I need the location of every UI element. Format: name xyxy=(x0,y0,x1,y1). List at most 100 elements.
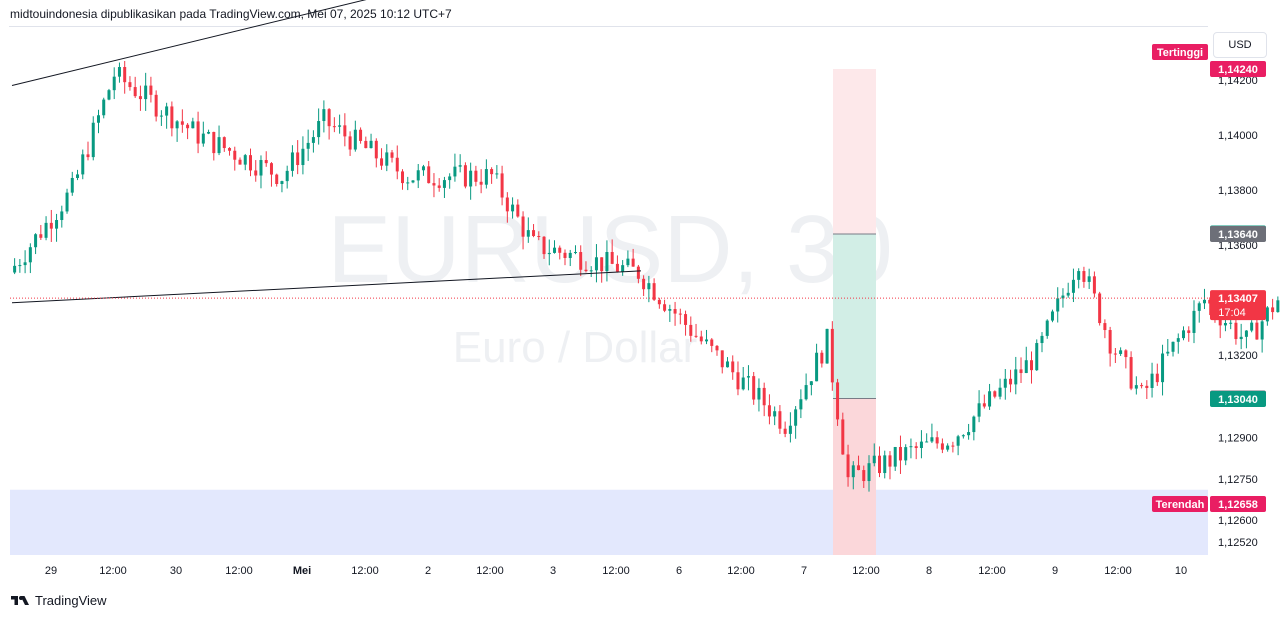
candle-body xyxy=(285,170,289,182)
bar-countdown: 17:04 xyxy=(1218,307,1246,319)
candle-body xyxy=(128,82,132,88)
candle-body xyxy=(275,174,279,184)
candle-body xyxy=(416,170,420,181)
candle-body xyxy=(741,377,745,390)
candle-body xyxy=(841,419,845,455)
candle-body xyxy=(264,160,268,164)
candle-body xyxy=(1009,378,1013,385)
publisher-header: midtouindonesia dipublikasikan pada Trad… xyxy=(10,7,452,21)
candle-body xyxy=(956,436,960,446)
x-axis-tick-label: 12:00 xyxy=(602,565,630,577)
candle-body xyxy=(437,185,441,188)
candle-body xyxy=(788,425,792,434)
y-axis-tick-label: 1,12600 xyxy=(1218,515,1258,527)
candle-body xyxy=(1087,276,1091,282)
candle-body xyxy=(1077,271,1081,280)
chart-area[interactable] xyxy=(9,26,1208,582)
candle-body xyxy=(626,258,630,266)
candle-body xyxy=(259,160,263,176)
candle-body xyxy=(836,382,840,420)
candle-body xyxy=(96,115,100,123)
candle-body xyxy=(1192,310,1196,333)
candle-body xyxy=(1208,299,1212,304)
candle-body xyxy=(684,314,688,325)
candle-body xyxy=(631,258,635,267)
candle-body xyxy=(322,109,326,122)
candle-body xyxy=(914,446,918,449)
candle-body xyxy=(705,339,709,342)
candle-body xyxy=(1071,279,1075,293)
x-axis-tick-label: 2 xyxy=(425,565,431,577)
candle-body xyxy=(778,411,782,429)
candle-body xyxy=(731,361,735,373)
x-axis-tick-label: 12:00 xyxy=(351,565,379,577)
candle-body xyxy=(1134,385,1138,389)
y-axis-tick-label: 1,13800 xyxy=(1218,185,1258,197)
trendline-2[interactable] xyxy=(11,270,642,304)
target-lower-tag-bg xyxy=(1210,391,1266,407)
candle-body xyxy=(1061,295,1065,299)
highest-price-tag-bg xyxy=(1210,61,1266,77)
candle-body xyxy=(872,455,876,464)
candle-body xyxy=(883,455,887,474)
candle-body xyxy=(390,152,394,158)
candle-body xyxy=(254,170,258,176)
candle-body xyxy=(1166,351,1170,354)
candle-body xyxy=(359,129,363,141)
candle-body xyxy=(411,180,415,183)
candle-body xyxy=(935,437,939,444)
candle-body xyxy=(1103,323,1107,331)
position-target-zone xyxy=(833,234,876,399)
candle-body xyxy=(1030,360,1034,371)
entry-upper-tag-bg xyxy=(1210,226,1266,242)
candle-body xyxy=(553,247,557,253)
candle-body xyxy=(710,339,714,346)
x-axis-tick-label: Mei xyxy=(293,565,311,577)
candle-body xyxy=(463,165,467,187)
candle-body xyxy=(946,445,950,450)
candle-body xyxy=(579,252,583,270)
candle-body xyxy=(201,133,205,144)
candle-body xyxy=(1113,353,1117,355)
candle-body xyxy=(1050,311,1054,321)
candle-body xyxy=(1155,373,1159,383)
candle-body xyxy=(1119,350,1123,354)
candle-body xyxy=(453,166,457,177)
candle-body xyxy=(746,376,750,378)
candle-body xyxy=(1024,360,1028,374)
candle-body xyxy=(830,328,834,383)
candle-body xyxy=(678,313,682,315)
candle-body xyxy=(893,446,897,467)
candle-body xyxy=(532,230,536,236)
candle-body xyxy=(175,121,179,129)
candle-body xyxy=(28,247,32,263)
trendline-1[interactable] xyxy=(11,0,389,86)
tradingview-brand[interactable]: TradingView xyxy=(10,593,107,608)
candle-body xyxy=(521,216,525,237)
watermark-symbol: EURUSD, 30 xyxy=(327,196,893,303)
candle-body xyxy=(207,131,211,134)
candle-body xyxy=(1082,271,1086,282)
candle-body xyxy=(1229,322,1233,324)
candle-body xyxy=(76,174,80,178)
candle-body xyxy=(1250,322,1254,331)
candle-body xyxy=(91,122,95,158)
candle-body xyxy=(663,304,667,311)
candle-body xyxy=(133,87,137,97)
candle-body xyxy=(736,372,740,390)
candle-body xyxy=(804,385,808,400)
x-axis-tick-label: 12:00 xyxy=(978,565,1006,577)
candle-body xyxy=(694,335,698,337)
candle-body xyxy=(998,387,1002,397)
candle-body xyxy=(898,446,902,461)
position-stop-upper xyxy=(833,69,876,234)
candle-body xyxy=(951,445,955,447)
candle-body xyxy=(81,154,85,175)
candle-body xyxy=(1265,307,1269,322)
candle-body xyxy=(317,121,321,138)
y-axis-tick-label: 1,12750 xyxy=(1218,474,1258,486)
candle-body xyxy=(490,169,494,175)
candle-body xyxy=(442,180,446,188)
currency-selector[interactable]: USD xyxy=(1213,32,1267,58)
